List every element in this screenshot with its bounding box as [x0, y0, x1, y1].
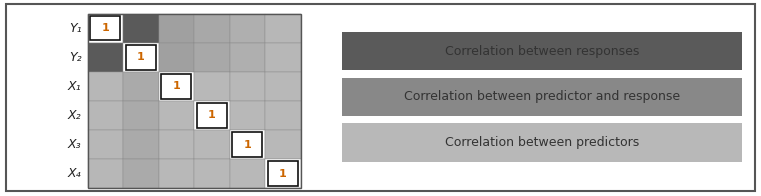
Bar	[88, 14, 123, 43]
Text: 1: 1	[208, 111, 215, 121]
Text: Correlation between predictors: Correlation between predictors	[445, 136, 639, 149]
Bar	[158, 159, 194, 188]
Bar	[88, 14, 301, 188]
Bar	[158, 43, 194, 72]
Text: 1: 1	[173, 81, 180, 91]
Bar	[158, 101, 194, 130]
Bar	[194, 130, 230, 159]
Text: Y₁: Y₁	[68, 22, 81, 35]
Bar	[265, 72, 301, 101]
Bar	[194, 159, 230, 188]
Bar	[91, 16, 120, 40]
Bar	[230, 159, 265, 188]
Bar	[123, 14, 158, 43]
Bar	[230, 72, 265, 101]
Text: 1: 1	[101, 23, 109, 33]
Text: Correlation between responses: Correlation between responses	[445, 44, 639, 58]
Bar	[123, 72, 158, 101]
Bar	[88, 72, 123, 101]
Text: Y₂: Y₂	[68, 51, 81, 64]
Bar	[123, 130, 158, 159]
Bar	[265, 159, 301, 188]
Bar	[123, 101, 158, 130]
Bar	[230, 101, 265, 130]
Bar	[232, 132, 263, 157]
Text: Correlation between predictor and response: Correlation between predictor and respon…	[404, 90, 680, 103]
Bar	[265, 130, 301, 159]
Bar	[123, 43, 158, 72]
Text: 1: 1	[137, 52, 145, 62]
Bar	[126, 45, 156, 70]
Bar	[230, 43, 265, 72]
Text: 1: 1	[279, 169, 287, 179]
Bar	[158, 130, 194, 159]
Bar	[342, 78, 742, 116]
Bar	[342, 123, 742, 162]
Bar	[194, 43, 230, 72]
Bar	[230, 14, 265, 43]
Bar	[88, 43, 123, 72]
Bar	[158, 14, 194, 43]
Text: X₂: X₂	[68, 109, 81, 122]
Bar	[230, 130, 265, 159]
Bar	[194, 101, 230, 130]
Bar	[123, 159, 158, 188]
Bar	[194, 72, 230, 101]
Text: 1: 1	[244, 140, 251, 150]
Text: X₃: X₃	[68, 138, 81, 151]
Text: X₄: X₄	[68, 167, 81, 180]
Bar	[88, 159, 123, 188]
Bar	[265, 14, 301, 43]
Bar	[88, 130, 123, 159]
Bar	[265, 101, 301, 130]
Text: X₁: X₁	[68, 80, 81, 93]
Bar	[88, 101, 123, 130]
Bar	[194, 14, 230, 43]
Bar	[265, 43, 301, 72]
Bar	[197, 103, 227, 128]
Bar	[342, 32, 742, 70]
Bar	[158, 72, 194, 101]
Bar	[161, 74, 191, 99]
Bar	[268, 162, 298, 186]
